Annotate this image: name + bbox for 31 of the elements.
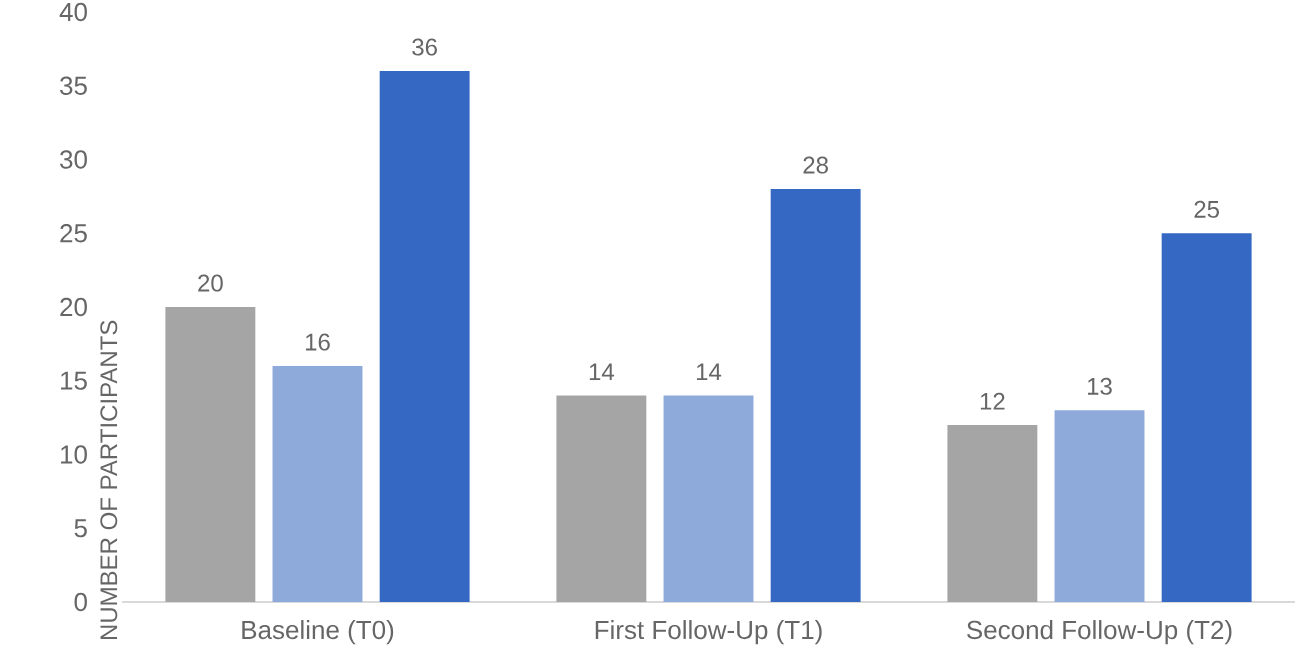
bar bbox=[165, 307, 256, 602]
data-label: 20 bbox=[198, 274, 223, 292]
data-label: 14 bbox=[589, 363, 615, 381]
bar bbox=[770, 189, 861, 602]
y-tick-label: 20 bbox=[60, 297, 87, 317]
y-tick-label: 30 bbox=[60, 150, 87, 169]
x-tick-label: Baseline (T0) bbox=[242, 620, 394, 645]
bar bbox=[1161, 233, 1252, 602]
bar bbox=[272, 366, 363, 602]
y-tick-label: 40 bbox=[59, 2, 87, 22]
y-tick-label: 35 bbox=[60, 76, 87, 95]
data-label: 28 bbox=[803, 156, 828, 174]
data-label: 36 bbox=[412, 38, 437, 56]
x-tick-label: First Follow-Up (T1) bbox=[595, 620, 822, 645]
data-label: 16 bbox=[305, 333, 330, 351]
bar bbox=[663, 395, 754, 602]
y-tick-label: 15 bbox=[61, 371, 87, 390]
data-label: 14 bbox=[696, 363, 722, 381]
x-tick-label: Second Follow-Up (T2) bbox=[967, 620, 1232, 645]
bar bbox=[947, 425, 1038, 602]
data-label: 25 bbox=[1194, 200, 1219, 218]
y-axis-title: NUMBER OF PARTICIPANTS bbox=[100, 320, 118, 640]
bar bbox=[556, 395, 647, 602]
y-tick-label: 5 bbox=[74, 519, 87, 538]
y-tick-label: 0 bbox=[74, 592, 87, 612]
bar bbox=[379, 71, 470, 602]
data-label: 12 bbox=[980, 392, 1005, 410]
y-tick-label: 25 bbox=[60, 224, 87, 243]
bar bbox=[1054, 410, 1145, 602]
y-tick-label: 10 bbox=[61, 445, 87, 464]
data-label: 13 bbox=[1087, 377, 1112, 395]
